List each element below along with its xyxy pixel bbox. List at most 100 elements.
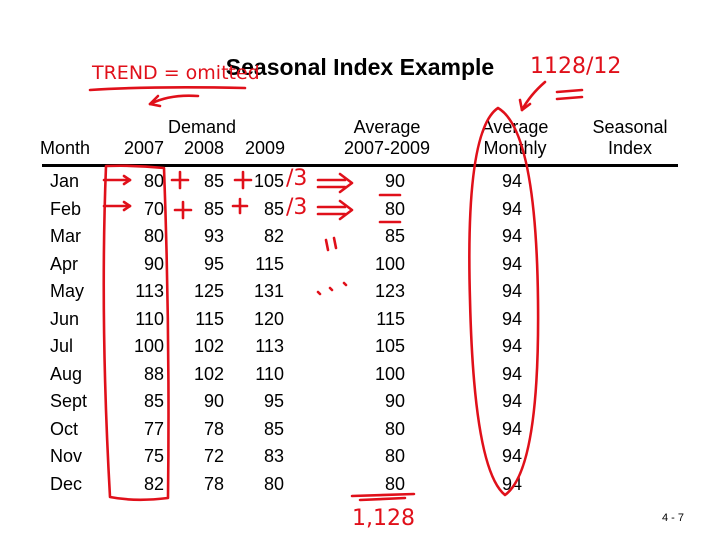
average-monthly-cell: 94	[501, 171, 522, 191]
trend-note: TREND = omitted	[92, 62, 260, 84]
demand-2007-cell: 80	[143, 171, 164, 191]
header-demand-label: Demand	[168, 117, 237, 137]
average-cell: 123	[374, 281, 405, 301]
average-monthly-cell: 94	[501, 418, 522, 439]
month-cell: Jun	[50, 308, 80, 329]
demand-2009-cell: 82	[263, 226, 284, 246]
average-monthly-column: 94 94 94 94 94 94 94 94 94 94 94 94	[480, 168, 522, 498]
ditto-marks	[316, 236, 348, 296]
demand-2009-cell: 115	[255, 253, 284, 274]
trend-underline	[88, 86, 247, 92]
demand-2007-cell: 85	[143, 391, 164, 411]
average-monthly-cell: 94	[501, 363, 522, 384]
header-seasonal-index: Seasonal Index	[580, 117, 680, 159]
demand-2008-cell: 90	[203, 391, 224, 411]
demand-2008-cell: 115	[195, 308, 224, 329]
average-cell: 100	[374, 253, 405, 274]
demand-2007-cell: 90	[143, 253, 164, 274]
demand-2007-cell: 88	[143, 363, 164, 384]
header-year-2007: 2007	[124, 138, 165, 158]
month-cell: May	[50, 281, 85, 301]
demand-2009-column: 105 85 82 115 131 120 113 110 95 85 83 80	[232, 168, 284, 498]
average-cell: 85	[384, 226, 405, 246]
month-cell: Oct	[50, 418, 79, 439]
demand-2009-cell: 105	[253, 171, 284, 191]
average-cell: 80	[384, 446, 405, 466]
month-cell: Nov	[50, 446, 83, 466]
demand-2008-cell: 78	[203, 418, 224, 439]
demand-2008-cell: 72	[203, 446, 224, 466]
month-cell: Mar	[50, 226, 81, 246]
header-year-2009: 2009	[245, 138, 286, 158]
average-cell: 80	[384, 418, 405, 439]
sum-note: 1,128	[352, 506, 415, 531]
demand-2009-cell: 95	[263, 391, 284, 411]
demand-2009-cell: 131	[253, 281, 284, 301]
month-cell: Feb	[50, 198, 82, 219]
demand-2007-cell: 82	[143, 473, 164, 494]
demand-2007-cell: 70	[143, 198, 164, 219]
page-title: Seasonal Index Example	[225, 54, 495, 80]
average-cell: 80	[384, 473, 405, 494]
month-cell: Jan	[50, 171, 80, 191]
demand-2008-cell: 125	[193, 281, 224, 301]
header-seasonal-index-bottom: Index	[607, 138, 653, 158]
demand-2007-cell: 113	[135, 281, 164, 301]
average-monthly-cell: 94	[501, 198, 522, 219]
header-divider	[42, 164, 678, 167]
average-cell: 90	[384, 391, 405, 411]
header-average: Average 2007-2009	[335, 117, 439, 159]
header-average-monthly: Average Monthly	[466, 117, 564, 159]
row2-divide-note: /3	[286, 195, 308, 220]
header-month: Month	[40, 138, 90, 159]
header-year-2008: 2008	[184, 138, 225, 158]
average-monthly-cell: 94	[501, 308, 522, 329]
demand-2008-cell: 85	[203, 198, 224, 219]
header-average-top: Average	[353, 117, 421, 137]
average-column: 90 80 85 100 123 115 105 100 90 80 80 80	[350, 168, 405, 498]
demand-2009-cell: 110	[255, 363, 284, 384]
average-cell: 115	[376, 308, 405, 329]
demand-2009-cell: 85	[263, 418, 284, 439]
demand-2007-cell: 100	[133, 336, 164, 356]
average-cell: 90	[384, 171, 405, 191]
total-double-underline	[555, 88, 584, 101]
average-cell: 100	[374, 363, 405, 384]
average-monthly-cell: 94	[501, 446, 522, 466]
total-arrow	[520, 80, 547, 112]
header-seasonal-index-top: Seasonal	[592, 117, 668, 137]
header-demand: Demand	[168, 117, 236, 138]
demand-2009-cell: 83	[263, 446, 284, 466]
demand-2009-cell: 120	[253, 308, 284, 329]
average-cell: 105	[374, 336, 405, 356]
demand-2007-cell: 110	[135, 308, 164, 329]
demand-2008-cell: 85	[203, 171, 224, 191]
demand-2008-cell: 93	[203, 226, 224, 246]
demand-2009-cell: 80	[263, 473, 284, 494]
average-monthly-cell: 94	[501, 473, 522, 494]
row1-divide-note: /3	[286, 166, 308, 191]
header-month-label: Month	[40, 138, 91, 158]
trend-arrow	[148, 94, 200, 106]
total-arrowhead	[518, 98, 532, 112]
demand-2008-cell: 95	[203, 253, 224, 274]
trend-arrowhead	[148, 94, 162, 108]
average-monthly-cell: 94	[501, 253, 522, 274]
month-column: Jan Feb Mar Apr May Jun Jul Aug Sept Oct Nov Dec	[50, 168, 110, 498]
average-monthly-cell: 94	[501, 391, 522, 411]
average-cell: 80	[384, 198, 405, 219]
header-average-monthly-bottom: Monthly	[483, 138, 547, 158]
month-cell: Jul	[50, 336, 74, 356]
month-cell: Dec	[50, 473, 83, 494]
average-monthly-cell: 94	[501, 226, 522, 246]
page-number: 4 - 7	[661, 512, 684, 524]
demand-2007-cell: 77	[143, 418, 164, 439]
demand-2008-cell: 78	[203, 473, 224, 494]
demand-2008-column: 85 85 93 95 125 115 102 102 90 78 72 78	[172, 168, 224, 498]
month-cell: Apr	[50, 253, 79, 274]
total-note: 1128/12	[530, 54, 622, 79]
header-average-bottom: 2007-2009	[343, 138, 431, 158]
demand-2009-cell: 85	[263, 198, 284, 219]
header-average-monthly-top: Average	[481, 117, 549, 137]
